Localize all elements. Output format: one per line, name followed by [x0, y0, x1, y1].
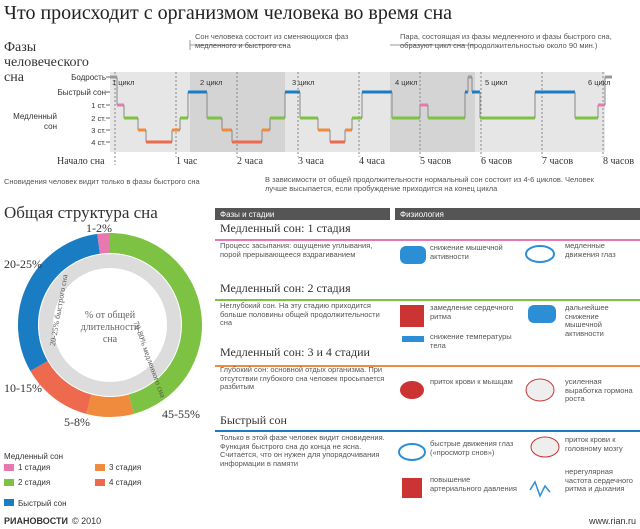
pct: 5-8%: [64, 415, 90, 429]
section-title: Быстрый сон: [220, 413, 287, 427]
physiology-item: дальнейшее снижение мышечной активности: [565, 303, 609, 338]
level-label: 1 ст.: [91, 101, 106, 110]
time-label: 4 часа: [357, 156, 387, 167]
legend-swatch: [4, 499, 14, 506]
level-label: 2 ст.: [91, 114, 106, 123]
physiology-item: быстрые движения глаз («просмотр снов»): [430, 439, 514, 457]
legend-swatch: [95, 464, 105, 471]
title: Что происходит с организмом человека во …: [4, 2, 453, 24]
legend-title: Медленный сон: [4, 452, 64, 461]
level-label: Быстрый сон: [57, 88, 106, 97]
pct: 10-15%: [4, 381, 42, 395]
level-label: 4 ст.: [91, 138, 106, 147]
center-label: % от общей длительности сна: [80, 310, 140, 345]
pct: 45-55%: [162, 407, 200, 421]
footnote: Сновидения человек видит только в фазы б…: [4, 177, 200, 186]
legend-swatch: [4, 479, 14, 486]
legend-label: 4 стадия: [109, 478, 142, 487]
level-label: Бодрость: [71, 73, 106, 82]
section-text: Глубокий сон: основной отдых организма. …: [220, 365, 385, 391]
time-label: 5 часов: [418, 156, 454, 167]
physiology-item: замедление сердечного ритма: [430, 303, 514, 321]
donut-segment: [97, 233, 111, 254]
cycle-label: 6 цикл: [588, 78, 611, 87]
structure-heading: Общая структура сна: [4, 203, 158, 222]
time-label: 3 часа: [296, 156, 326, 167]
time-label: 2 часа: [235, 156, 265, 167]
cycle-label: 2 цикл: [200, 78, 223, 87]
note: Сон человека состоит из сменяющихся фаз …: [195, 32, 349, 50]
time-label: 8 часов: [601, 156, 637, 167]
time-label: Начало сна: [55, 156, 107, 167]
legend-label: 3 стадия: [109, 463, 142, 472]
physiology-item: повышение артериального давления: [430, 475, 517, 493]
footnote: В зависимости от общей продолжительности…: [265, 175, 594, 193]
time-label: 7 часов: [540, 156, 576, 167]
legend-swatch: [95, 479, 105, 486]
cycle-label: 1 цикл: [112, 78, 135, 87]
physiology-item: приток крови к головному мозгу: [565, 435, 623, 453]
phases-heading: Фазы человеческого сна: [4, 40, 89, 85]
donut-segment: [109, 233, 202, 414]
physiology-item: усиленная выработка гормона роста: [565, 377, 633, 403]
cycle-label: 4 цикл: [395, 78, 418, 87]
donut-segment: [86, 394, 134, 417]
physiology-item: нерегулярная частота сердечного ритма и …: [565, 467, 633, 493]
section-title: Медленный сон: 3 и 4 стадии: [220, 345, 370, 359]
icons: [398, 245, 560, 498]
inner-ring: [39, 254, 181, 396]
slow-label: Медленный сон: [13, 112, 57, 131]
physiology-item: приток крови к мышцам: [430, 377, 513, 386]
cycle-label: 3 цикл: [292, 78, 315, 87]
hypnogram-bg: [110, 72, 605, 152]
physiology-item: снижение температуры тела: [430, 332, 512, 350]
section-title: Медленный сон: 1 стадия: [220, 221, 351, 235]
year: © 2010: [72, 516, 102, 526]
header: Фазы и стадии: [220, 210, 275, 219]
note: Пара, состоящая из фазы медленного и фаз…: [400, 32, 612, 50]
section-text: Процесс засыпания: ощущение уплывания, п…: [220, 241, 373, 259]
pct: 1-2%: [86, 221, 112, 235]
site: www.rian.ru: [588, 516, 636, 526]
section-title: Медленный сон: 2 стадия: [220, 281, 351, 295]
header-bar: [395, 208, 640, 220]
header-bar: [215, 208, 390, 220]
time-label: 1 час: [174, 156, 200, 167]
legend-label: 2 стадия: [18, 478, 51, 487]
brand: РИАНОВОСТИ: [4, 516, 68, 526]
legend-swatch: [4, 464, 14, 471]
cycle-label: 5 цикл: [485, 78, 508, 87]
section-text: Неглубокий сон. На эту стадию приходится…: [220, 301, 380, 327]
legend-label: 1 стадия: [18, 463, 51, 472]
physiology-item: снижение мышечной активности: [430, 243, 503, 261]
header: Физиология: [400, 210, 444, 219]
section-text: Только в этой фазе человек видит сновиде…: [220, 433, 385, 468]
donut-segment: [30, 360, 92, 414]
level-label: 3 ст.: [91, 126, 106, 135]
physiology-item: медленные движения глаз: [565, 241, 616, 259]
legend-label: Быстрый сон: [18, 499, 67, 508]
time-label: 6 часов: [479, 156, 515, 167]
pct: 20-25%: [4, 257, 42, 271]
donut-segment: [18, 233, 101, 371]
